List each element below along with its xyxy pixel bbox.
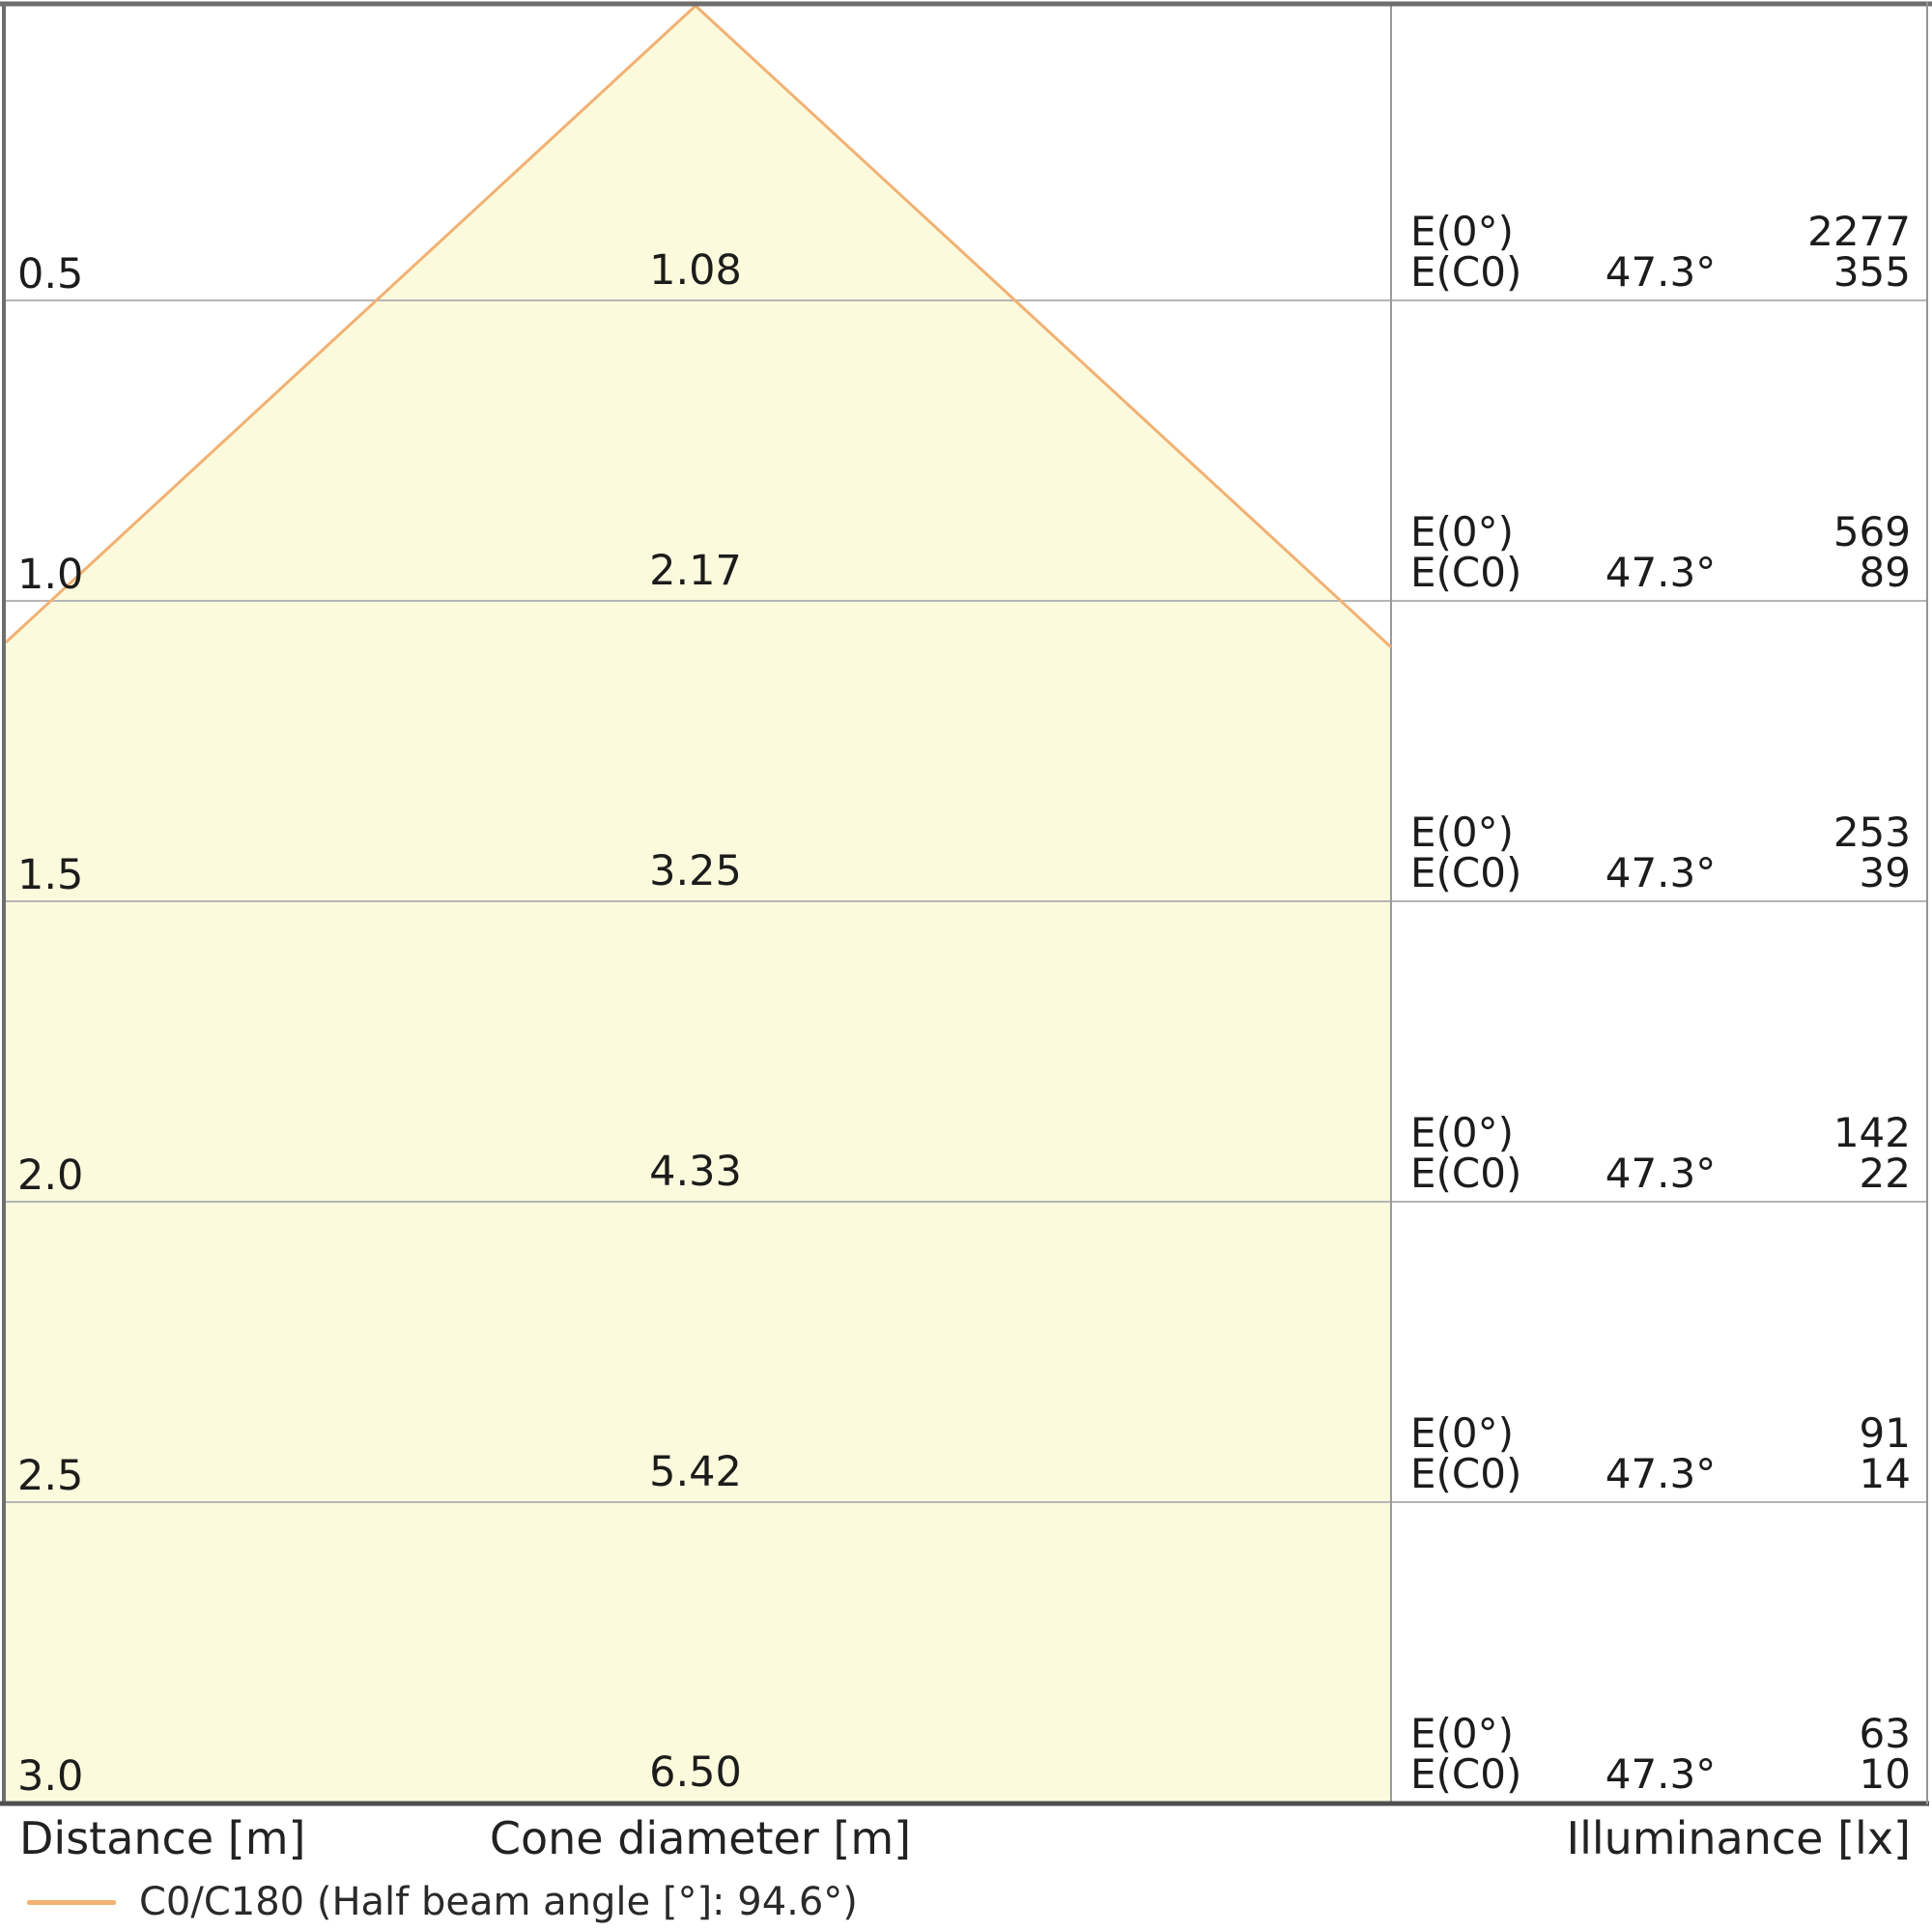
distance-tick-label: 1.0 bbox=[17, 551, 84, 599]
cone-diameter-value: 1.08 bbox=[649, 246, 742, 295]
e0-angle-spacer bbox=[1577, 1413, 1745, 1454]
beam-angle-value: 47.3° bbox=[1605, 549, 1717, 596]
e0-label: E(0°) bbox=[1410, 508, 1515, 555]
ec0-line: E(C0) 47.3° 39 bbox=[1410, 853, 1911, 894]
beam-angle-value: 47.3° bbox=[1605, 1450, 1717, 1497]
ec0-label: E(C0) bbox=[1410, 1450, 1522, 1497]
e0-label: E(0°) bbox=[1410, 1710, 1515, 1757]
ec0-value: 10 bbox=[1859, 1750, 1911, 1798]
e0-angle-spacer bbox=[1577, 512, 1745, 553]
chart-frame bbox=[0, 1, 1932, 1806]
e0-value: 142 bbox=[1833, 1109, 1911, 1156]
beam-cone-fill bbox=[6, 6, 1391, 1803]
legend: C0/C180 (Half beam angle [°]: 94.6°) bbox=[27, 1878, 858, 1926]
e0-angle-spacer bbox=[1577, 812, 1745, 853]
e0-line: E(0°) 2277 bbox=[1410, 212, 1911, 252]
e0-value: 63 bbox=[1859, 1710, 1911, 1757]
ec0-line: E(C0) 47.3° 14 bbox=[1410, 1454, 1911, 1494]
illuminance-value-block: E(0°) 253 E(C0) 47.3° 39 bbox=[1410, 812, 1911, 894]
ec0-label: E(C0) bbox=[1410, 1150, 1522, 1197]
distance-tick-label: 3.0 bbox=[17, 1752, 84, 1801]
e0-value: 569 bbox=[1833, 508, 1911, 555]
ec0-value: 22 bbox=[1859, 1150, 1911, 1197]
beam-angle-value: 47.3° bbox=[1605, 248, 1717, 296]
e0-line: E(0°) 253 bbox=[1410, 812, 1911, 853]
e0-value: 91 bbox=[1859, 1409, 1911, 1457]
ec0-line: E(C0) 47.3° 355 bbox=[1410, 252, 1911, 293]
e0-label: E(0°) bbox=[1410, 208, 1515, 255]
e0-line: E(0°) 91 bbox=[1410, 1413, 1911, 1454]
e0-value: 253 bbox=[1833, 809, 1911, 856]
e0-line: E(0°) 142 bbox=[1410, 1113, 1911, 1153]
ec0-label: E(C0) bbox=[1410, 1750, 1522, 1798]
beam-angle-value: 47.3° bbox=[1605, 1750, 1717, 1798]
distance-grid-lines bbox=[4, 299, 1928, 1503]
e0-label: E(0°) bbox=[1410, 1109, 1515, 1156]
distance-tick-label: 1.5 bbox=[17, 851, 84, 899]
illuminance-value-block: E(0°) 142 E(C0) 47.3° 22 bbox=[1410, 1113, 1911, 1194]
ec0-value: 89 bbox=[1859, 549, 1911, 596]
e0-angle-spacer bbox=[1577, 1714, 1745, 1754]
e0-angle-spacer bbox=[1577, 212, 1745, 252]
ec0-value: 355 bbox=[1833, 248, 1911, 296]
ec0-label: E(C0) bbox=[1410, 549, 1522, 596]
beam-edge-left-line bbox=[4, 4, 697, 644]
cone-diameter-value: 6.50 bbox=[649, 1748, 742, 1797]
ec0-value: 39 bbox=[1859, 849, 1911, 896]
ec0-label: E(C0) bbox=[1410, 248, 1522, 296]
e0-line: E(0°) 63 bbox=[1410, 1714, 1911, 1754]
illuminance-value-block: E(0°) 2277 E(C0) 47.3° 355 bbox=[1410, 212, 1911, 293]
beam-angle-value: 47.3° bbox=[1605, 1150, 1717, 1197]
cone-diameter-value: 3.25 bbox=[649, 847, 742, 895]
e0-angle-spacer bbox=[1577, 1113, 1745, 1153]
ec0-line: E(C0) 47.3° 89 bbox=[1410, 553, 1911, 593]
distance-tick-label: 2.5 bbox=[17, 1452, 84, 1500]
cone-diameter-value: 4.33 bbox=[649, 1148, 742, 1196]
illuminance-value-block: E(0°) 569 E(C0) 47.3° 89 bbox=[1410, 512, 1911, 593]
distance-axis-label: Distance [m] bbox=[19, 1812, 306, 1864]
cone-diameter-value: 2.17 bbox=[649, 547, 742, 595]
distance-tick-label: 0.5 bbox=[17, 250, 84, 298]
e0-line: E(0°) 569 bbox=[1410, 512, 1911, 553]
distance-tick-label: 2.0 bbox=[17, 1151, 84, 1200]
ec0-line: E(C0) 47.3° 22 bbox=[1410, 1153, 1911, 1194]
ec0-line: E(C0) 47.3° 10 bbox=[1410, 1754, 1911, 1795]
legend-series-label: C0/C180 (Half beam angle [°]: 94.6°) bbox=[139, 1880, 858, 1924]
legend-line-swatch bbox=[27, 1899, 116, 1905]
cone-diameter-axis-label: Cone diameter [m] bbox=[489, 1812, 912, 1864]
beam-edge-right-line bbox=[694, 4, 1393, 649]
e0-label: E(0°) bbox=[1410, 1409, 1515, 1457]
illuminance-axis-label: Illuminance [lx] bbox=[1566, 1812, 1911, 1864]
illuminance-value-block: E(0°) 91 E(C0) 47.3° 14 bbox=[1410, 1413, 1911, 1494]
cone-diameter-value: 5.42 bbox=[649, 1448, 742, 1496]
illuminance-value-block: E(0°) 63 E(C0) 47.3° 10 bbox=[1410, 1714, 1911, 1795]
e0-value: 2277 bbox=[1807, 208, 1911, 255]
e0-label: E(0°) bbox=[1410, 809, 1515, 856]
ec0-label: E(C0) bbox=[1410, 849, 1522, 896]
beam-angle-value: 47.3° bbox=[1605, 849, 1717, 896]
ec0-value: 14 bbox=[1859, 1450, 1911, 1497]
